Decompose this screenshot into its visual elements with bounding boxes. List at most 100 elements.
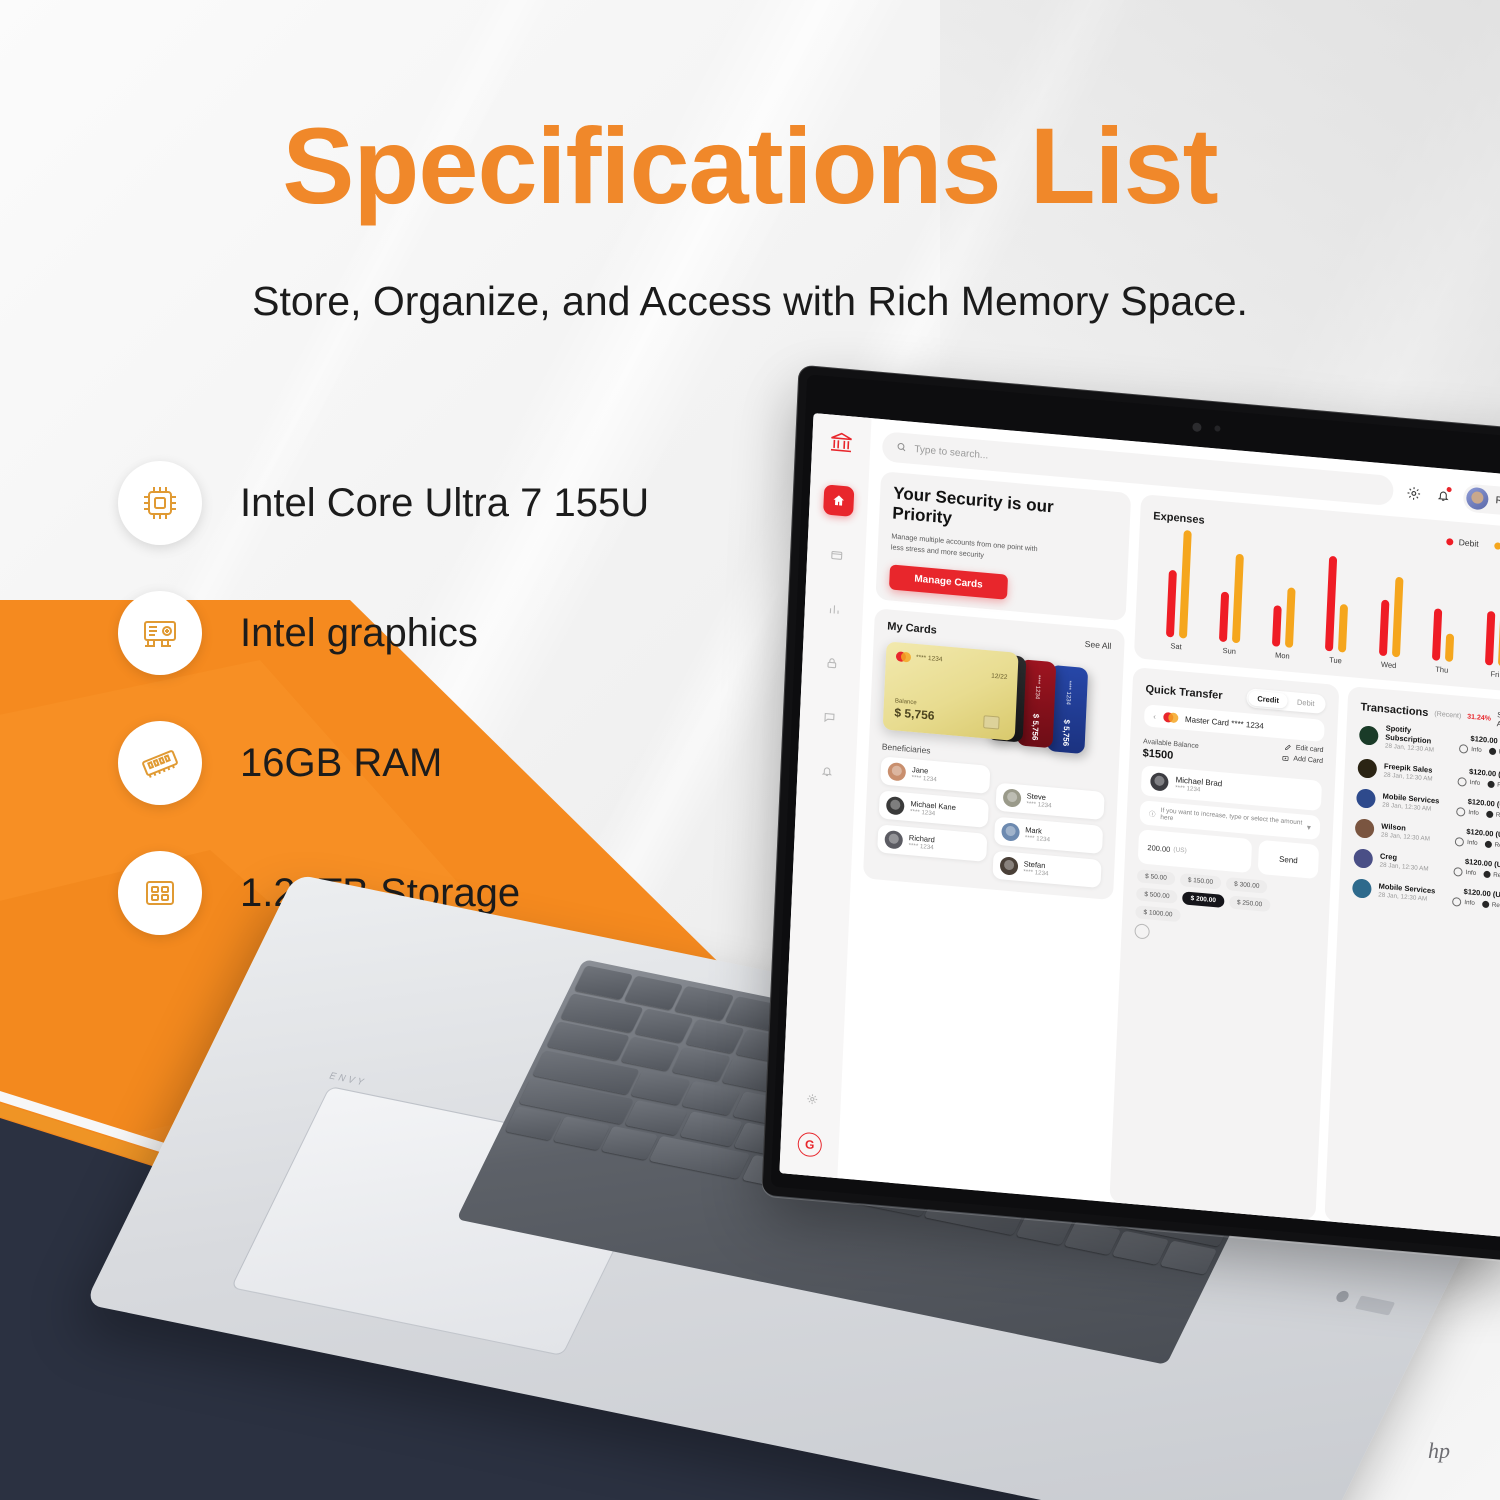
spec-label: Intel Core Ultra 7 155U	[240, 480, 650, 525]
chevron-left-icon[interactable]: ‹	[1153, 711, 1157, 721]
sidebar-item-analytics[interactable]	[818, 592, 849, 625]
pencil-icon	[1285, 744, 1292, 751]
info-button[interactable]: Info	[1452, 896, 1475, 908]
refresh-icon[interactable]	[1134, 923, 1150, 940]
amount-currency: (US)	[1173, 845, 1187, 854]
chart-bar-debit	[1272, 605, 1283, 647]
receipt-button[interactable]: Receipt	[1483, 870, 1500, 882]
legend-label: Debit	[1458, 537, 1479, 549]
hp-logo: hp	[1428, 1438, 1450, 1463]
manage-cards-button[interactable]: Manage Cards	[888, 564, 1009, 600]
toggle-credit[interactable]: Credit	[1247, 690, 1289, 709]
toggle-debit[interactable]: Debit	[1296, 697, 1315, 709]
gear-icon[interactable]	[796, 1082, 827, 1115]
receipt-button[interactable]: Receipt	[1487, 780, 1500, 792]
edit-card-button[interactable]: Edit card	[1285, 744, 1324, 754]
mastercard-icon	[1162, 711, 1179, 724]
left-column: Your Security is our Priority Manage mul…	[849, 471, 1132, 1201]
gear-icon[interactable]	[1403, 482, 1424, 504]
amount-chip[interactable]: $ 300.00	[1225, 877, 1268, 894]
amount-input[interactable]: 200.00 (US)	[1137, 829, 1253, 874]
card-expiry: 12/22	[991, 672, 1008, 681]
beneficiary-item[interactable]: Jane **** 1234	[880, 756, 990, 794]
user-menu[interactable]: Rishabh	[1463, 483, 1500, 519]
transactions-percent: 31.24%	[1467, 713, 1492, 723]
card-stack: **** 1234 $ 5,756 **** 1234	[882, 639, 1110, 755]
expenses-bar-chart: Sat Sun Mon Tue Wed Thu Fri	[1147, 526, 1500, 681]
chart-bar-credit	[1178, 529, 1192, 639]
chart-x-label: Sun	[1222, 645, 1237, 657]
avatar	[1356, 787, 1376, 809]
selected-card-name: Master Card **** 1234	[1184, 714, 1264, 731]
avatar	[1357, 757, 1378, 779]
sidebar-item-cards[interactable]	[821, 538, 852, 571]
avatar	[1352, 877, 1372, 899]
card-balance: $ 5,756	[894, 705, 935, 723]
beneficiary-number: **** 1234	[1026, 800, 1052, 810]
avatar	[999, 855, 1018, 876]
avatar	[887, 761, 907, 782]
quick-transfer-panel: Quick Transfer Credit Debit	[1109, 667, 1340, 1221]
banking-dashboard: G Type to search...	[779, 413, 1500, 1239]
credit-card-primary[interactable]: **** 1234 12/22 Balance $ 5,756	[882, 641, 1019, 741]
info-button[interactable]: Info	[1457, 776, 1481, 788]
cpu-chip-icon	[118, 461, 202, 545]
sidebar-item-notifications[interactable]	[811, 754, 842, 787]
info-button[interactable]: Info	[1456, 806, 1479, 818]
chevron-down-icon[interactable]: ▾	[1306, 822, 1312, 832]
receipt-icon	[1488, 747, 1496, 756]
chart-x-label: Thu	[1435, 664, 1449, 675]
info-button[interactable]: Info	[1458, 743, 1482, 755]
amount-chip[interactable]: $ 150.00	[1179, 872, 1222, 890]
send-button[interactable]: Send	[1257, 839, 1320, 880]
credit-debit-toggle[interactable]: Credit Debit	[1245, 688, 1326, 715]
info-icon	[1452, 896, 1462, 907]
laptop-device: ENVY	[84, 364, 1500, 1500]
beneficiaries-list: Jane **** 1234 Michael Kane **** 12	[876, 756, 1105, 888]
amount-chip[interactable]: $ 500.00	[1135, 887, 1178, 904]
search-input[interactable]: Type to search...	[881, 431, 1395, 507]
amount-chip[interactable]: $ 250.00	[1228, 895, 1271, 913]
beneficiary-item[interactable]: Mark **** 1234	[993, 816, 1104, 854]
sidebar-item-home[interactable]	[823, 484, 855, 517]
avatar	[1358, 724, 1379, 746]
chart-bar-credit	[1338, 604, 1349, 653]
beneficiary-number: **** 1234	[908, 841, 934, 852]
chart-bar-credit	[1391, 576, 1404, 658]
amount-chip[interactable]: $ 50.00	[1136, 869, 1176, 886]
spec-label: Intel graphics	[240, 610, 478, 655]
receipt-button[interactable]: Receipt	[1484, 840, 1500, 852]
receipt-button[interactable]: Receipt	[1481, 900, 1500, 912]
amount-hint: ⓘ If you want to increase, type or selec…	[1148, 807, 1303, 827]
beneficiary-item[interactable]: Richard **** 1234	[877, 824, 987, 862]
beneficiary-item[interactable]: Steve **** 1234	[994, 782, 1105, 820]
webcam-icon	[1192, 422, 1202, 433]
add-card-button[interactable]: Add Card	[1282, 755, 1323, 765]
laptop-lid: G Type to search...	[761, 364, 1500, 1262]
receipt-icon	[1483, 870, 1491, 879]
info-button[interactable]: Info	[1453, 866, 1476, 878]
sidebar-item-support[interactable]	[813, 700, 844, 733]
available-balance-value: $1500	[1142, 747, 1174, 762]
card-balance: $ 5,756	[1030, 713, 1041, 741]
show-all-link[interactable]: Show All	[1496, 710, 1500, 729]
amount-chip[interactable]: $ 200.00	[1182, 891, 1225, 908]
see-all-link[interactable]: See All	[1084, 638, 1112, 651]
chart-group: Thu	[1415, 549, 1474, 677]
sidebar-item-security[interactable]	[816, 646, 847, 679]
amount-chip[interactable]: $ 1000.00	[1135, 905, 1181, 923]
info-button[interactable]: Info	[1454, 836, 1478, 848]
quick-transfer-title: Quick Transfer	[1145, 682, 1223, 702]
storage-drive-icon	[118, 851, 202, 935]
card-chip-icon	[983, 714, 1000, 730]
beneficiary-item[interactable]: Stefan **** 1234	[991, 850, 1102, 888]
receipt-button[interactable]: Receipt	[1488, 747, 1500, 759]
bell-icon[interactable]	[1433, 485, 1454, 507]
logout-g-icon[interactable]: G	[794, 1128, 825, 1161]
beneficiary-item[interactable]: Michael Kane **** 1234	[878, 790, 989, 828]
my-cards-panel: My Cards See All **** 1234 $ 5,756	[862, 607, 1126, 900]
spec-item-graphics: Intel graphics	[118, 568, 818, 698]
ram-stick-icon	[118, 721, 202, 805]
receipt-button[interactable]: Receipt	[1485, 810, 1500, 822]
chart-bar-credit	[1285, 586, 1296, 649]
